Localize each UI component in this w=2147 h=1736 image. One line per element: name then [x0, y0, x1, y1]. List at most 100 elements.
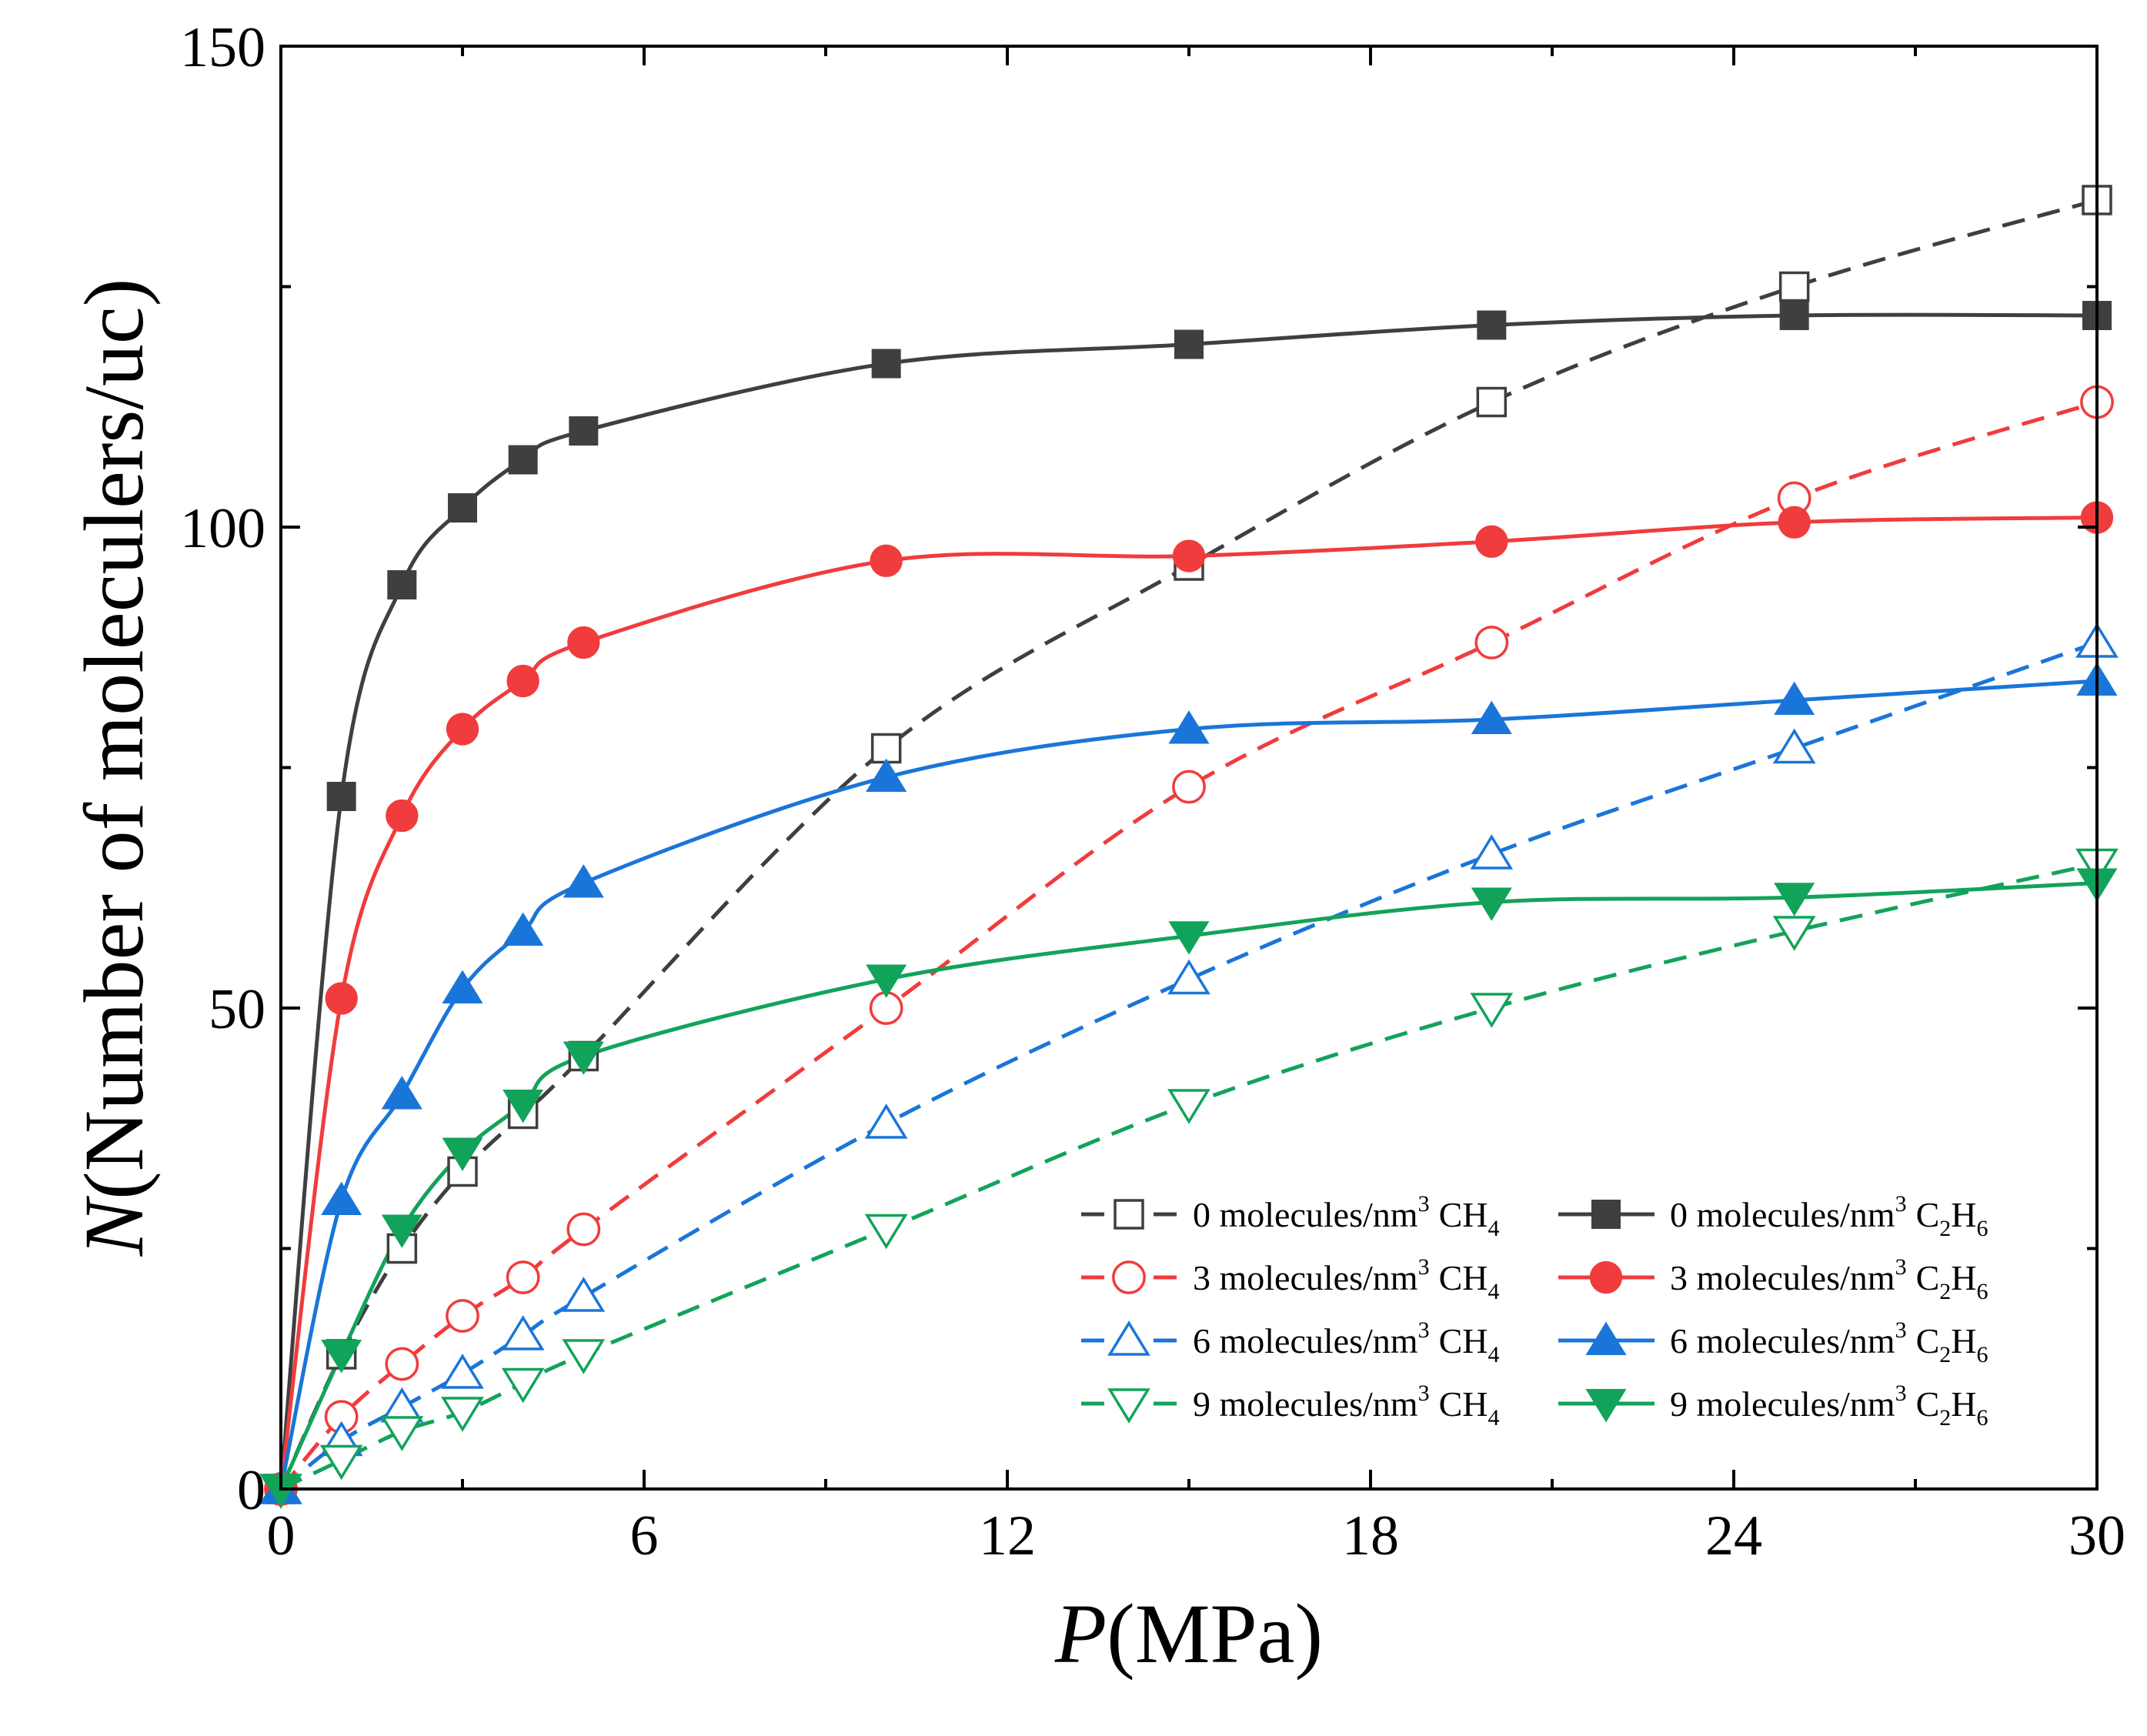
legend-formula: CH: [1439, 1195, 1488, 1234]
data-point-s4-9: [1779, 301, 1809, 330]
y-axis-label-text: (Number of moleculers/uc): [67, 279, 161, 1200]
legend-subscript: 4: [1488, 1279, 1499, 1304]
data-point-s5-7: [1172, 539, 1206, 573]
legend-subscript: 2: [1939, 1216, 1951, 1241]
legend-text: 0 molecules/nm: [1670, 1195, 1895, 1234]
legend-subscript: 2: [1939, 1279, 1951, 1304]
legend-formula-2: H: [1951, 1258, 1976, 1297]
data-point-s3-7: [1167, 1089, 1210, 1124]
data-point-s0-2: [386, 1233, 418, 1264]
data-point-s2-8: [1470, 834, 1514, 870]
data-point-s2-9: [1772, 728, 1816, 764]
y-tick-label: 100: [180, 497, 265, 560]
legend-marker: [1107, 1320, 1150, 1356]
data-point-s7-7: [1168, 921, 1210, 955]
legend-text: 6 molecules/nm: [1670, 1321, 1895, 1360]
series-line-6: [279, 679, 2098, 1490]
data-point-s7-3: [442, 1137, 483, 1171]
data-point-s4-3: [448, 493, 477, 522]
data-point-s3-2: [380, 1416, 424, 1451]
data-point-s1-7: [1172, 770, 1206, 804]
legend-formula-2: H: [1951, 1195, 1976, 1234]
legend-superscript: 3: [1895, 1254, 1907, 1280]
data-point-s7-6: [866, 964, 907, 998]
legend-formula-2: H: [1951, 1384, 1976, 1424]
data-point-s7-8: [1471, 887, 1512, 921]
data-point-s4-7: [1174, 329, 1204, 359]
legend-formula-2: H: [1951, 1321, 1976, 1360]
legend-superscript: 3: [1418, 1254, 1430, 1280]
data-point-s7-2: [381, 1214, 422, 1248]
x-tick-label: 12: [979, 1504, 1036, 1567]
data-point-s7-4: [503, 1090, 544, 1123]
legend-superscript: 3: [1895, 1191, 1907, 1217]
legend-formula: CH: [1439, 1321, 1488, 1360]
x-axis-label: P(MPa): [1054, 1587, 1323, 1681]
legend-subscript: 4: [1488, 1216, 1499, 1241]
data-point-s3-1: [319, 1444, 363, 1481]
data-point-s1-5: [566, 1212, 601, 1247]
data-point-s3-3: [441, 1397, 484, 1432]
data-point-s4-5: [569, 416, 599, 446]
legend-formula: C: [1916, 1321, 1940, 1360]
data-point-s6-2: [381, 1076, 422, 1110]
series-markers: [259, 185, 2119, 1509]
legend-superscript: 3: [1418, 1380, 1430, 1406]
legend-formula: C: [1916, 1195, 1940, 1234]
legend-subscript-2: 6: [1976, 1342, 1988, 1367]
y-axis-label: N(Number of moleculers/uc): [67, 279, 161, 1257]
x-tick-label: 6: [630, 1504, 659, 1567]
legend-subscript-2: 6: [1976, 1216, 1988, 1241]
data-point-s5-8: [1475, 525, 1508, 558]
data-point-s3-6: [864, 1214, 908, 1250]
data-point-s5-5: [567, 626, 600, 659]
data-point-s6-1: [321, 1181, 362, 1215]
x-tick-label: 0: [267, 1504, 296, 1567]
data-point-s5-4: [506, 664, 539, 698]
legend-entry-label: 6 molecules/nm3 CH4: [1193, 1317, 1499, 1367]
legend-entry-label: 0 molecules/nm3 C2H6: [1670, 1191, 1988, 1241]
data-point-s0-8: [1476, 386, 1508, 418]
series-line-3: [279, 862, 2098, 1491]
legend-subscript-2: 6: [1976, 1405, 1988, 1431]
data-point-s2-7: [1167, 959, 1210, 995]
legend-text: 0 molecules/nm: [1193, 1195, 1418, 1234]
legend-formula: C: [1916, 1258, 1940, 1297]
data-point-s1-4: [506, 1260, 540, 1294]
legend-marker: [1589, 1260, 1623, 1294]
legend-subscript: 4: [1488, 1405, 1499, 1431]
legend-text: 6 molecules/nm: [1193, 1321, 1418, 1360]
data-point-s4-1: [326, 782, 356, 811]
legend-superscript: 3: [1895, 1317, 1907, 1343]
legend-marker: [1114, 1199, 1144, 1230]
legend-subscript-2: 6: [1976, 1279, 1988, 1304]
data-point-s6-8: [1471, 700, 1512, 734]
data-point-s5-2: [386, 799, 419, 833]
data-point-s2-4: [501, 1315, 545, 1350]
data-point-s3-4: [501, 1367, 545, 1404]
data-point-s4-4: [508, 445, 538, 475]
data-point-s3-5: [562, 1339, 606, 1374]
legend-superscript: 3: [1418, 1191, 1430, 1217]
legend-formula: CH: [1439, 1384, 1488, 1424]
series-line-4: [279, 312, 2098, 1490]
data-point-s6-9: [1774, 681, 1815, 715]
legend-entry-label: 3 molecules/nm3 CH4: [1193, 1254, 1499, 1304]
data-point-s4-8: [1477, 310, 1507, 340]
legend-marker: [1107, 1388, 1150, 1424]
data-point-s6-7: [1168, 710, 1210, 744]
x-axis-label-symbol: P: [1054, 1587, 1107, 1681]
x-tick-label: 24: [1705, 1504, 1762, 1567]
legend-marker: [1591, 1200, 1621, 1229]
data-point-s2-5: [562, 1277, 606, 1312]
legend-marker: [1112, 1260, 1146, 1294]
series-line-5: [279, 516, 2098, 1490]
data-point-s1-2: [385, 1347, 419, 1381]
legend-subscript: 2: [1939, 1405, 1951, 1431]
data-point-s2-6: [864, 1103, 908, 1139]
data-point-s1-3: [446, 1299, 479, 1333]
legend-subscript: 2: [1939, 1342, 1951, 1367]
data-point-s7-9: [1774, 883, 1815, 916]
